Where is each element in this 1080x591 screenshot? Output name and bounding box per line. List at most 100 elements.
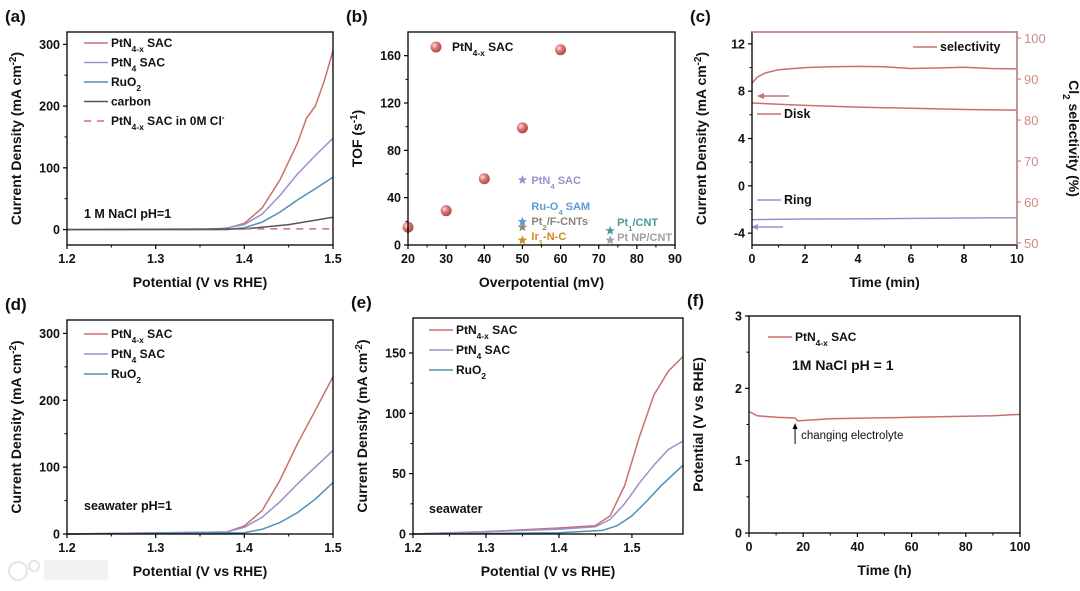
x-tick-label: 50: [515, 252, 529, 266]
legend-label: RuO2: [111, 75, 141, 93]
y-right-tick-label: 80: [1024, 113, 1038, 128]
x-tick-label: 1.4: [236, 541, 253, 555]
x-tick-label: 4: [855, 252, 862, 266]
panel-label: (f): [687, 291, 704, 310]
y-tick-label: 4: [738, 132, 745, 146]
series-line-3: [66, 216, 334, 231]
chart-panel-d: (d) 1.2 1.3 1.4 1.5 0 100 200 300 Potential (V vs…: [5, 295, 342, 579]
y-right-axis-label: Cl2 selectivity (%): [1061, 80, 1080, 197]
y-tick-label: 12: [731, 37, 745, 51]
y-axis-label: TOF (s-1): [349, 110, 366, 167]
series-line-1: [412, 440, 684, 535]
x-tick-label: 1.5: [324, 252, 341, 266]
y-axis-label: Current Density (mA cm-2): [8, 52, 25, 225]
arrow-up-icon: [792, 423, 798, 429]
chart-panel-f: (f) 0 20 40 60 80 100 0 1 2 3 Time (h) Potential (V …: [687, 291, 1030, 578]
y-tick-label: 300: [39, 327, 60, 341]
x-axis-label: Potential (V vs RHE): [481, 563, 616, 579]
reference-label: Ir1-N-C: [531, 231, 566, 247]
chart-panel-e: (e) 1.2 1.3 1.4 1.5 0 50 100 150 Potential (V vs …: [351, 293, 684, 579]
reference-star-icon: [517, 235, 528, 245]
plot-frame: [66, 31, 334, 246]
y-axis-label: Current Density (mA cm-2): [8, 340, 25, 513]
reference-label: Pt1/CNT: [617, 217, 658, 233]
series-line-0: [748, 410, 1021, 422]
legend-label: Disk: [784, 107, 810, 121]
chart-panel-a: (a) 1.2 1.3 1.4 1.5 0 100 200 300 Potential (V vs…: [5, 7, 342, 290]
y-tick-label: 1: [735, 454, 742, 468]
y-tick-label: 50: [392, 467, 406, 481]
y-tick-label: 0: [53, 528, 60, 542]
y-tick-label: 120: [380, 97, 401, 111]
y-right-tick-label: 100: [1024, 31, 1046, 46]
series-line-1: [751, 102, 1018, 111]
plot-frame: [751, 31, 1018, 246]
x-tick-label: 0: [749, 252, 756, 266]
y-tick-label: 80: [387, 144, 401, 158]
y-right-tick-label: 70: [1024, 154, 1038, 169]
legend-label: PtN4-x SAC: [111, 36, 173, 54]
reference-label: Pt NP/CNT: [617, 232, 672, 244]
y-tick-label: 160: [380, 49, 401, 63]
x-tick-label: 1.5: [324, 541, 341, 555]
plot-frame: [748, 315, 1021, 534]
series-line-0: [751, 65, 1018, 84]
plot-frame: [66, 319, 334, 535]
y-tick-label: 300: [39, 38, 60, 52]
condition-annotation: 1M NaCl pH = 1: [792, 357, 894, 373]
x-tick-label: 30: [439, 252, 453, 266]
y-tick-label: -4: [734, 227, 745, 241]
legend-label: PtN4-x SAC: [795, 330, 857, 348]
x-tick-label: 80: [630, 252, 644, 266]
y-axis-label: Potential (V vs RHE): [690, 357, 706, 492]
y-right-tick-label: 60: [1024, 195, 1038, 210]
y-axis-label: Current Density (mA cm-2): [693, 52, 710, 225]
y-axis-label: Current Density (mA cm-2): [354, 339, 371, 512]
plot-frame: [412, 317, 684, 535]
reference-label: PtN4 SAC: [531, 175, 581, 191]
legend-marker: [430, 41, 442, 53]
reference-label: Pt2/F-CNTs: [531, 216, 588, 232]
condition-annotation: 1 M NaCl pH=1: [84, 207, 171, 221]
data-point: [478, 173, 490, 185]
x-tick-label: 1.5: [623, 541, 640, 555]
data-point: [555, 44, 567, 56]
x-tick-label: 1.4: [550, 541, 567, 555]
y-tick-label: 0: [394, 239, 401, 253]
y-tick-label: 100: [39, 161, 60, 175]
y-tick-label: 150: [385, 346, 406, 360]
x-axis-label: Time (min): [849, 274, 920, 290]
x-tick-label: 100: [1010, 540, 1031, 554]
arrow-annotation: changing electrolyte: [801, 430, 903, 442]
legend-label: Ring: [784, 193, 812, 207]
reference-star-icon: [517, 174, 528, 184]
x-tick-label: 1.3: [477, 541, 494, 555]
legend-label: PtN4-x SAC: [452, 40, 514, 58]
x-tick-label: 10: [1010, 252, 1024, 266]
x-tick-label: 1.3: [147, 252, 164, 266]
x-tick-label: 60: [554, 252, 568, 266]
legend-label: RuO2: [111, 367, 141, 385]
legend-label: selectivity: [940, 40, 1001, 54]
y-tick-label: 200: [39, 100, 60, 114]
x-tick-label: 1.2: [404, 541, 421, 555]
reference-star-icon: [605, 225, 615, 235]
reference-label: Ru-O4 SAM: [531, 201, 590, 217]
y-tick-label: 2: [735, 382, 742, 396]
y-tick-label: 0: [53, 223, 60, 237]
x-tick-label: 40: [850, 540, 864, 554]
x-tick-label: 20: [796, 540, 810, 554]
y-tick-label: 8: [738, 85, 745, 99]
y-tick-label: 200: [39, 394, 60, 408]
x-tick-label: 20: [401, 252, 415, 266]
chart-panel-b: (b) 20 30 40 50 60 70 80 90 0 40 80 120 160 Overpotent…: [346, 7, 682, 290]
x-axis-label: Potential (V vs RHE): [133, 563, 268, 579]
y-tick-label: 0: [738, 179, 745, 193]
series-line-2: [66, 481, 334, 535]
legend-label: PtN4 SAC: [111, 347, 165, 365]
panel-label: (e): [351, 293, 372, 312]
condition-annotation: seawater: [429, 502, 483, 516]
y-tick-label: 40: [387, 191, 401, 205]
legend-label: PtN4-x SAC: [456, 323, 518, 341]
legend-label: RuO2: [456, 363, 486, 381]
